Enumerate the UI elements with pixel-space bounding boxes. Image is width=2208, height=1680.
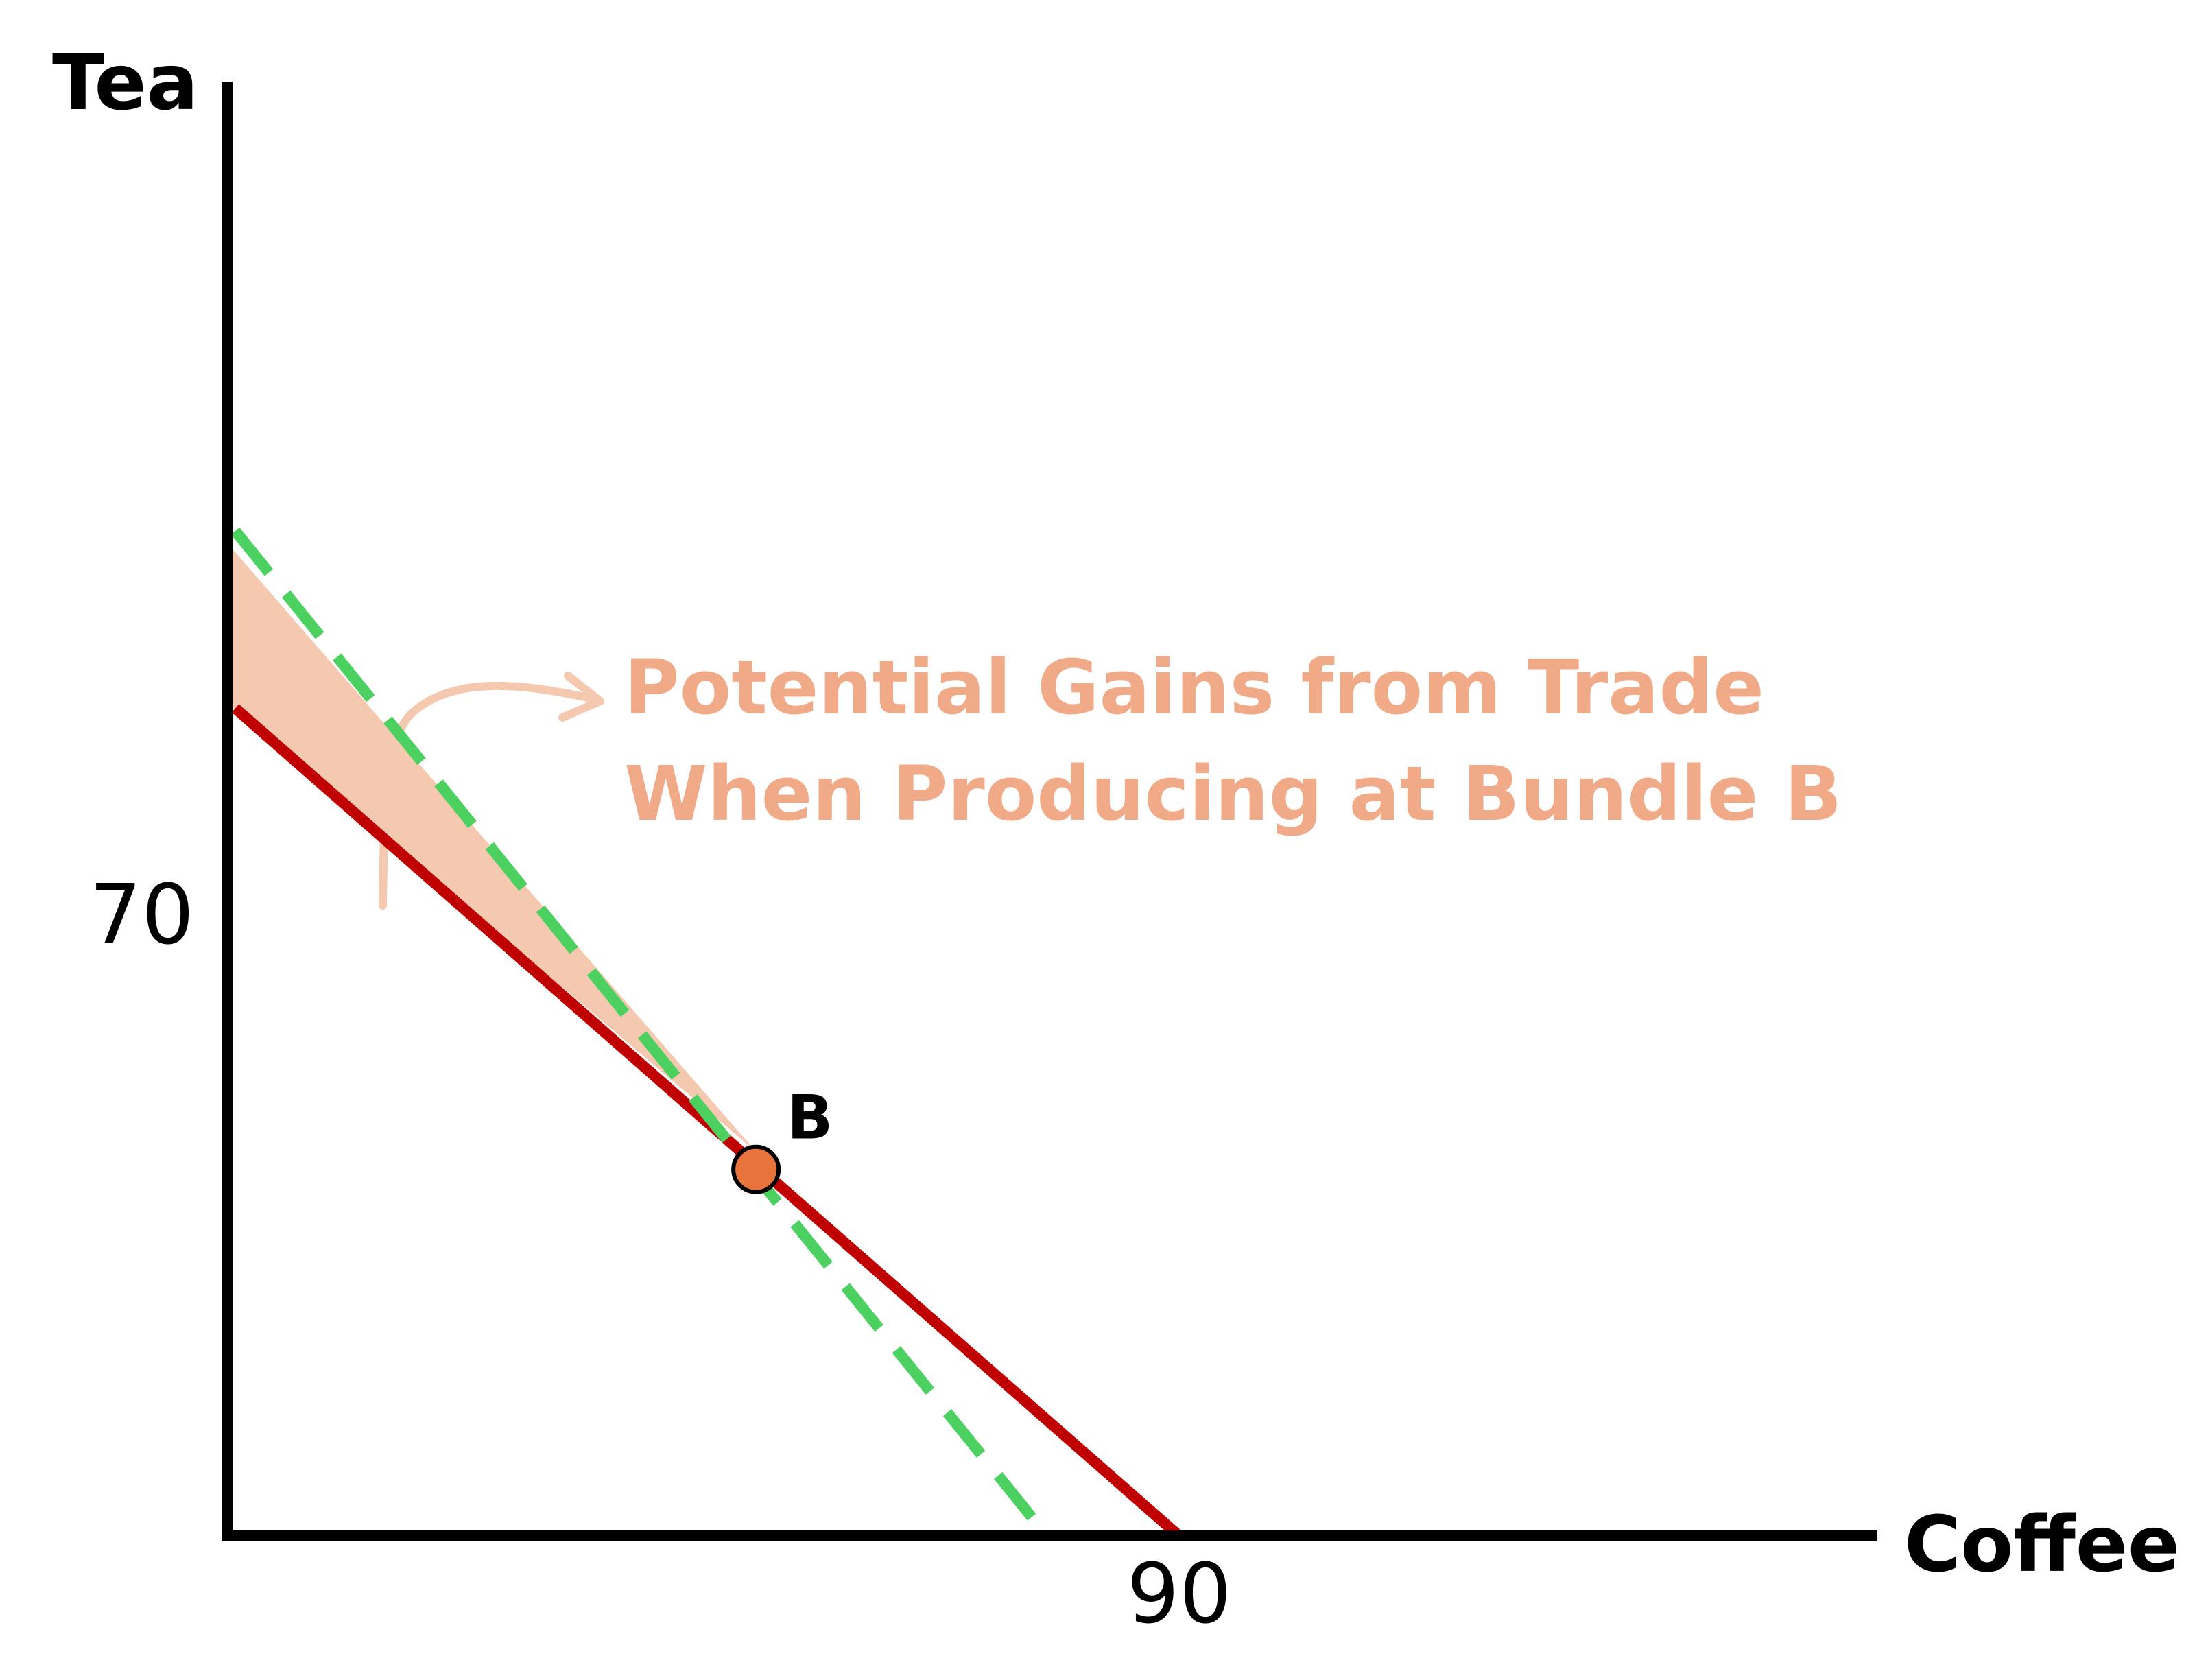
annotation-line-2: When Producing at Bundle B <box>624 750 1842 838</box>
annotation-arrowhead <box>558 672 604 722</box>
point-b-label: B <box>787 1082 833 1153</box>
trade-line <box>230 527 1052 1540</box>
point-b-marker <box>731 1144 781 1194</box>
x-tick-label: 90 <box>1127 1547 1232 1642</box>
y-tick-label: 70 <box>89 868 194 963</box>
annotation-line-1: Potential Gains from Trade <box>624 643 1764 731</box>
annotation-arrow <box>379 681 601 910</box>
y-axis-label: Tea <box>52 38 198 128</box>
x-axis-label: Coffee <box>1904 1500 2180 1589</box>
